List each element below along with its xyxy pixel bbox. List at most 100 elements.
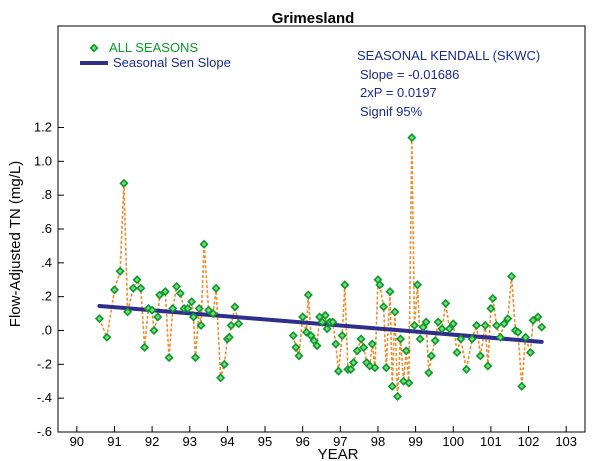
data-point — [172, 281, 182, 292]
data-point — [352, 346, 362, 356]
data-point — [115, 266, 125, 276]
data-point — [288, 331, 298, 341]
stats-pvalue: 2xP = 0.0197 — [360, 85, 437, 100]
data-point — [155, 290, 165, 300]
legend-label-all-seasons: ALL SEASONS — [109, 40, 198, 55]
data-point — [168, 303, 178, 314]
series-line-all-seasons — [292, 137, 543, 397]
x-tick-label: 95 — [258, 434, 272, 449]
chart-title: Grimesland — [272, 10, 355, 27]
data-point — [153, 312, 163, 322]
data-point — [441, 298, 451, 308]
data-point — [175, 288, 185, 298]
data-point — [348, 358, 359, 368]
data-point — [219, 359, 229, 369]
data-point — [140, 342, 150, 352]
data-point — [461, 364, 471, 374]
data-point — [346, 364, 356, 374]
data-point — [370, 363, 380, 373]
data-point — [379, 302, 389, 312]
x-tick-label: 94 — [220, 434, 234, 449]
legend-marker-diamond — [89, 43, 99, 53]
data-point — [94, 314, 104, 324]
data-point — [409, 320, 420, 330]
data-point — [190, 353, 200, 363]
data-point — [340, 280, 350, 290]
y-tick-label: -.6 — [37, 424, 52, 439]
data-point — [291, 342, 301, 352]
data-point — [503, 314, 513, 324]
data-point — [467, 334, 477, 344]
data-point — [533, 312, 543, 322]
data-point — [507, 271, 517, 281]
data-point — [211, 283, 221, 293]
data-point — [492, 320, 502, 330]
x-tick-label: 99 — [408, 434, 422, 449]
data-point — [407, 133, 417, 143]
data-point — [187, 297, 197, 307]
data-point — [421, 317, 431, 327]
y-tick-label: .8 — [41, 187, 52, 202]
data-point — [475, 351, 485, 361]
legend-label-sen-slope: Seasonal Sen Slope — [113, 55, 231, 70]
y-tick-label: .4 — [41, 255, 52, 270]
y-tick-label: -.2 — [37, 356, 52, 371]
data-point — [333, 366, 343, 376]
legend: ALL SEASONS Seasonal Sen Slope — [80, 40, 231, 70]
data-point — [128, 283, 138, 293]
data-point — [312, 341, 322, 351]
data-point — [418, 322, 428, 332]
data-point — [298, 312, 308, 322]
data-point — [480, 320, 490, 330]
y-tick-label: .2 — [41, 289, 52, 304]
data-point — [337, 331, 347, 341]
series-line-all-seasons — [98, 183, 240, 379]
y-axis: -.6 -.4 -.2 .0 .2 .4 .6 .8 1.0 1.2 — [34, 120, 64, 439]
data-point — [147, 305, 157, 315]
data-point — [306, 331, 316, 341]
x-tick-label: 97 — [333, 434, 347, 449]
x-axis: 90 91 92 93 94 95 96 97 98 99 100 101 102 103 — [70, 426, 577, 449]
stats-heading: SEASONAL KENDALL (SKWC) — [357, 48, 540, 63]
data-point — [528, 315, 538, 325]
data-point — [194, 303, 204, 314]
data-point — [404, 378, 414, 388]
y-axis-label: Flow-Adjusted TN (mg/L) — [7, 161, 24, 327]
data-point — [367, 339, 377, 349]
data-point — [520, 332, 531, 342]
data-point — [452, 347, 462, 358]
x-tick-label: 90 — [70, 434, 84, 449]
x-axis-label: YEAR — [318, 446, 359, 461]
data-point — [499, 319, 509, 329]
data-point — [109, 285, 119, 295]
data-point — [396, 334, 406, 344]
x-tick-label: 100 — [442, 434, 464, 449]
data-point — [444, 324, 455, 334]
data-point — [393, 391, 403, 402]
data-point — [160, 287, 170, 297]
data-point — [196, 320, 206, 330]
stats-significance: Signif 95% — [360, 104, 423, 119]
data-point — [401, 346, 411, 356]
data-points — [94, 133, 547, 402]
data-point — [102, 332, 112, 342]
data-point — [424, 368, 434, 378]
data-point — [430, 336, 440, 346]
data-point — [495, 332, 505, 342]
data-point — [208, 309, 218, 319]
data-point — [381, 363, 391, 373]
data-point — [234, 319, 244, 329]
data-point — [183, 303, 193, 314]
data-point — [224, 332, 234, 342]
data-point — [448, 319, 458, 329]
data-point — [472, 320, 482, 330]
data-point — [525, 347, 535, 358]
data-point — [309, 336, 319, 346]
y-tick-label: 1.0 — [34, 153, 52, 168]
data-point — [322, 324, 332, 334]
data-point — [226, 320, 236, 330]
stats-annotations: SEASONAL KENDALL (SKWC) Slope = -0.01686… — [357, 48, 540, 119]
x-tick-label: 98 — [371, 434, 385, 449]
data-point — [136, 283, 146, 293]
